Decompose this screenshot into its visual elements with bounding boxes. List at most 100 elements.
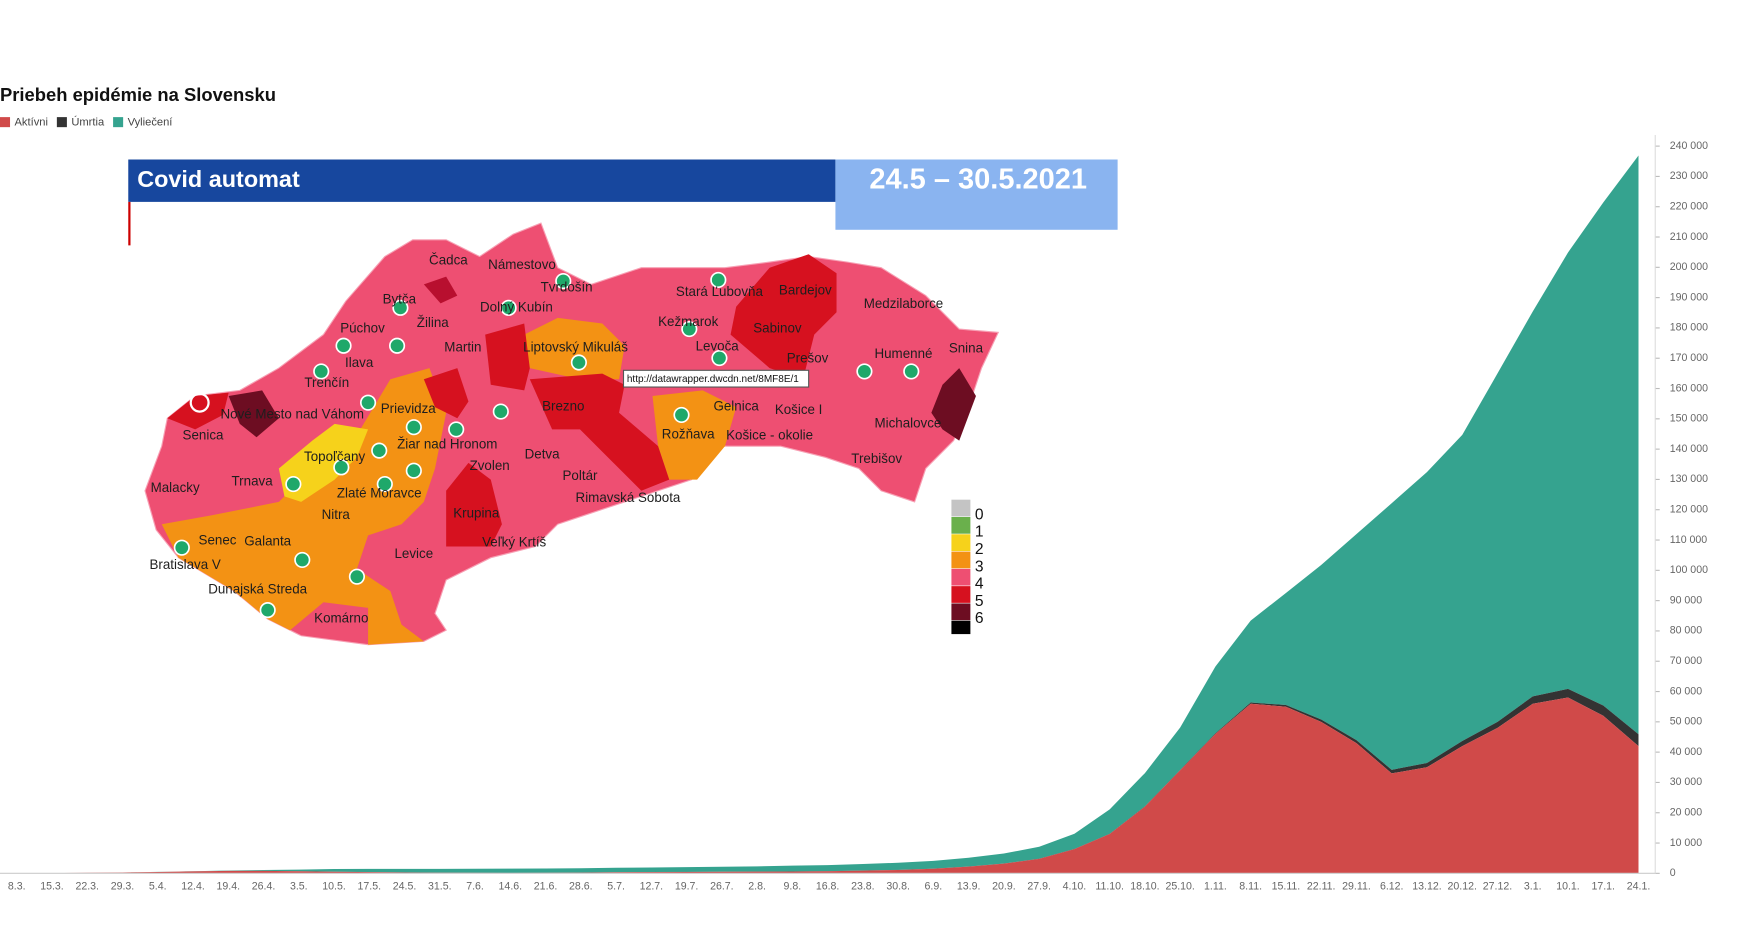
x-tick-label: 10.1. bbox=[1556, 881, 1580, 893]
district-label: Veľký Krtíš bbox=[482, 535, 546, 550]
map-dot bbox=[259, 602, 276, 619]
district-label: Púchov bbox=[340, 321, 385, 336]
district-label: Námestovo bbox=[488, 257, 556, 272]
x-tick-label: 11.10. bbox=[1095, 881, 1124, 893]
x-tick-label: 27.9. bbox=[1027, 881, 1051, 893]
district-label: Košice I bbox=[775, 402, 823, 417]
map-region-dark bbox=[423, 276, 458, 304]
district-label: Levoča bbox=[696, 338, 740, 353]
map-region-orange bbox=[652, 390, 737, 480]
x-tick-label: 19.4. bbox=[217, 881, 241, 893]
map-dot bbox=[335, 337, 352, 354]
map-labels: Čadca Námestovo Tvrdošín Bytča Dolný Kubín Ži… bbox=[149, 253, 983, 626]
y-tick-label: 50 000 bbox=[1670, 716, 1702, 728]
map-legend-label: 5 bbox=[975, 593, 984, 610]
y-tick-label: 210 000 bbox=[1670, 231, 1708, 243]
x-tick-label: 21.6. bbox=[534, 881, 558, 893]
y-tick-label: 90 000 bbox=[1670, 594, 1702, 606]
district-label: Detva bbox=[525, 447, 561, 462]
x-tick-label: 14.6. bbox=[499, 881, 523, 893]
map-dot bbox=[371, 442, 388, 459]
y-tick-label: 240 000 bbox=[1670, 140, 1708, 152]
district-label: Krupina bbox=[453, 506, 500, 521]
x-tick-label: 4.10. bbox=[1063, 881, 1087, 893]
district-label: Malacky bbox=[151, 480, 200, 495]
x-tick-label: 15.11. bbox=[1272, 881, 1301, 893]
map-region-red bbox=[730, 254, 837, 380]
legend-label: Úmrtia bbox=[71, 116, 105, 129]
map-legend-swatch bbox=[951, 586, 971, 603]
map-legend-swatch bbox=[951, 551, 971, 569]
x-tick-label: 18.10. bbox=[1130, 881, 1159, 893]
district-label: Michalovce bbox=[874, 415, 941, 430]
x-tick-label: 5.7. bbox=[607, 881, 625, 893]
y-tick-label: 100 000 bbox=[1670, 564, 1708, 576]
district-label: Prievidza bbox=[381, 401, 437, 416]
area bbox=[16, 697, 1639, 874]
district-label: Dolný Kubín bbox=[480, 299, 553, 314]
x-tick-label: 22.11. bbox=[1307, 881, 1336, 893]
map-dot bbox=[376, 475, 393, 493]
map-region-red bbox=[485, 323, 530, 391]
district-label: Košice - okolie bbox=[726, 428, 813, 443]
district-label: Zlaté Moravce bbox=[337, 486, 422, 501]
district-label: Galanta bbox=[244, 534, 291, 549]
map-legend-swatch bbox=[951, 516, 971, 534]
map-legend-label: 6 bbox=[975, 610, 984, 627]
x-tick-label: 28.6. bbox=[569, 881, 593, 893]
x-tick-label: 5.4. bbox=[149, 881, 167, 893]
y-tick-label: 150 000 bbox=[1670, 413, 1708, 425]
map-legend-label: 4 bbox=[975, 576, 984, 593]
district-label: Ilava bbox=[345, 355, 374, 370]
y-tick-label: 220 000 bbox=[1670, 201, 1708, 213]
map-period-box bbox=[835, 159, 1118, 230]
district-label: Bytča bbox=[383, 292, 417, 307]
x-tick-label: 22.3. bbox=[75, 881, 99, 893]
district-label: Trenčín bbox=[304, 375, 349, 390]
y-tick-label: 0 bbox=[1670, 867, 1676, 879]
district-label: Dunajská Streda bbox=[208, 582, 307, 597]
map-dot bbox=[555, 272, 572, 290]
y-tick-label: 70 000 bbox=[1670, 655, 1702, 667]
district-label: Snina bbox=[949, 341, 984, 356]
map-legend-label: 0 bbox=[975, 506, 984, 523]
y-tick-label: 230 000 bbox=[1670, 170, 1708, 182]
map-marker bbox=[189, 392, 210, 413]
x-tick-label: 16.8. bbox=[816, 881, 840, 893]
y-tick-label: 110 000 bbox=[1670, 534, 1708, 546]
legend-label: Vyliečení bbox=[128, 117, 174, 129]
district-label: Komárno bbox=[314, 611, 368, 626]
y-tick-label: 140 000 bbox=[1670, 443, 1708, 455]
x-tick-label: 20.12. bbox=[1448, 881, 1477, 893]
district-label: Trebišov bbox=[851, 451, 902, 466]
x-tick-label: 20.9. bbox=[992, 881, 1016, 893]
map-legend-label: 3 bbox=[975, 558, 984, 575]
district-label: Liptovský Mikuláš bbox=[523, 340, 628, 355]
district-label: Stará Ľubovňa bbox=[676, 284, 764, 299]
chart-title: Priebeh epidémie na Slovensku bbox=[0, 84, 276, 105]
district-label: Senec bbox=[199, 532, 237, 547]
x-tick-label: 19.7. bbox=[675, 881, 699, 893]
map-period: 24.5 – 30.5.2021 bbox=[869, 163, 1087, 195]
x-tick-label: 3.1. bbox=[1524, 881, 1542, 893]
x-tick-label: 31.5. bbox=[428, 881, 452, 893]
district-label: Gelnica bbox=[713, 399, 759, 414]
map-header: Covid automat bbox=[137, 166, 300, 192]
map-legend-swatch bbox=[951, 620, 971, 635]
map-region-orange bbox=[524, 317, 625, 380]
area bbox=[16, 155, 1639, 874]
y-tick-label: 200 000 bbox=[1670, 261, 1708, 273]
district-label: Bratislava V bbox=[149, 557, 220, 572]
map-dot bbox=[388, 337, 406, 354]
map-dot bbox=[405, 419, 422, 436]
district-label: Martin bbox=[444, 340, 481, 355]
map-dot bbox=[448, 421, 465, 438]
district-label: Levice bbox=[394, 546, 433, 561]
legend-swatch bbox=[113, 117, 124, 128]
district-label: Prešov bbox=[787, 351, 829, 366]
x-tick-label: 13.12. bbox=[1412, 881, 1441, 893]
district-label: Trnava bbox=[232, 473, 274, 488]
x-tick-label: 12.4. bbox=[181, 881, 205, 893]
plot-area: 0 10 000 20 000 30 000 40 000 50 000 60 000 70 … bbox=[0, 134, 1708, 893]
x-tick-label: 15.3. bbox=[40, 881, 64, 893]
